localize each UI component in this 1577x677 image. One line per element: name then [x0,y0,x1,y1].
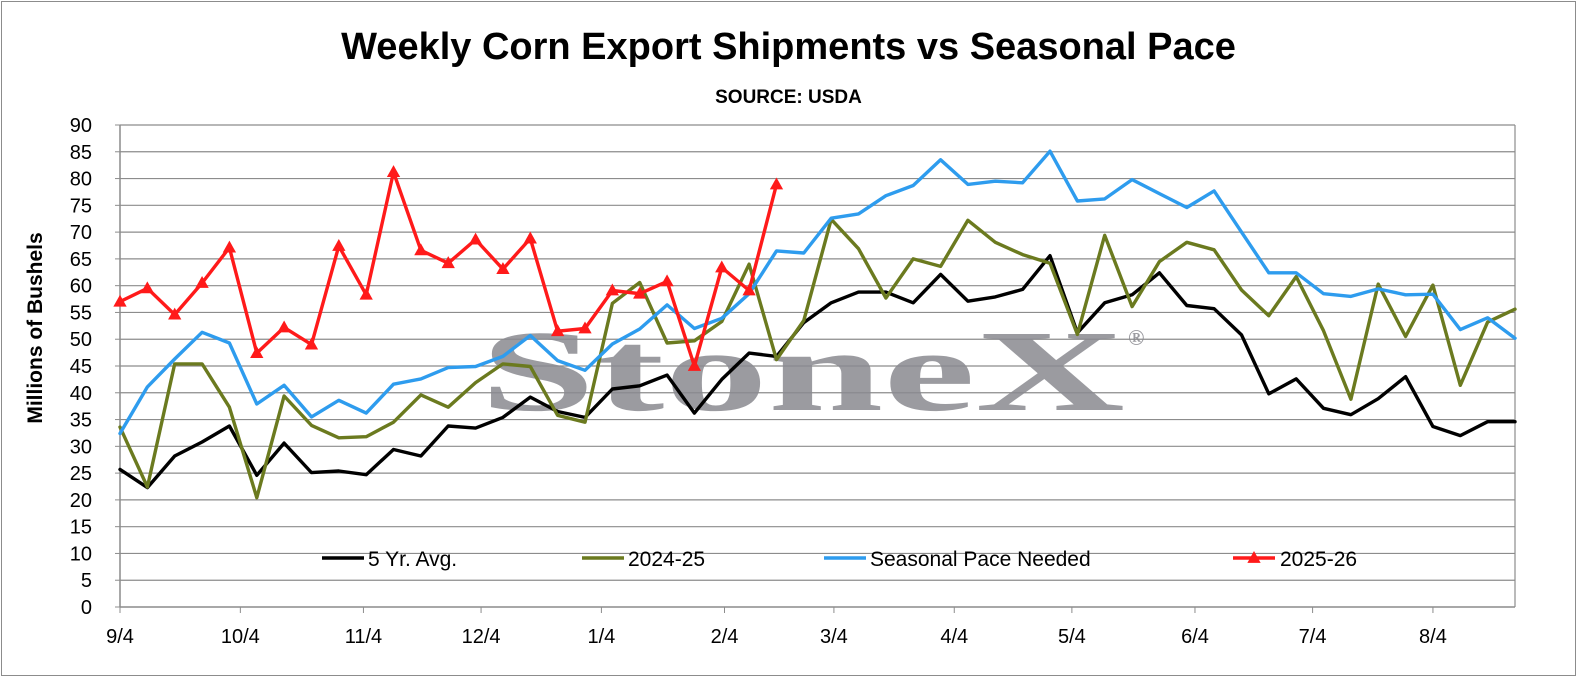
x-tick-label: 11/4 [345,626,382,648]
data-point-marker [523,231,537,244]
data-point-marker [633,286,647,299]
y-tick-label: 70 [70,222,92,244]
y-tick-label: 15 [70,517,92,539]
data-point-marker [660,274,674,287]
series-2025-26 [113,165,784,371]
data-point-marker [359,287,373,300]
data-point-marker [742,283,756,296]
x-tick-label: 3/4 [820,626,848,648]
series-line-2024-25 [118,217,1517,500]
y-tick-label: 75 [70,195,92,217]
series-seasonal-pace-needed [118,149,1517,436]
data-point-marker [550,324,565,337]
legend-label: Seasonal Pace Needed [870,548,1091,571]
y-tick-label: 60 [70,276,92,298]
chart-title: Weekly Corn Export Shipments vs Seasonal… [341,26,1236,68]
y-tick-label: 90 [70,115,92,137]
series-line-5-yr-avg [118,253,1517,490]
data-point-marker [441,256,455,269]
grid-lines [120,124,1516,607]
x-tick-label: 5/4 [1058,626,1086,648]
x-tick-label: 2/4 [711,626,739,648]
data-point-marker [140,281,155,294]
series-lines [113,149,1517,500]
x-tick-label: 12/4 [462,626,501,648]
y-tick-label: 85 [70,142,92,164]
y-tick-label: 65 [70,249,92,271]
y-tick-label: 50 [70,329,92,351]
data-point-marker [769,177,784,190]
data-point-marker [277,320,291,333]
legend-label: 2024-25 [628,548,705,571]
y-tick-label: 30 [70,436,92,458]
data-point-marker [414,243,428,256]
data-point-marker [304,337,319,350]
legend-item: 2024-25 [582,548,705,571]
y-tick-label: 20 [70,490,92,512]
legend-item: 2025-26 [1233,548,1357,571]
y-tick-label: 25 [70,463,92,485]
x-tick-label: 9/4 [106,626,134,648]
data-point-marker [250,346,264,359]
x-tick-label: 10/4 [221,626,260,648]
series-2024-25 [118,217,1517,500]
legend-label: 5 Yr. Avg. [368,548,457,571]
y-tick-label: 80 [70,169,92,191]
axes: 0 5 10 15 20 25 30 35 40 45 50 55 60 65 70 75 80 85 90 9/4 1… [70,115,1515,648]
data-point-marker [578,321,592,334]
x-tick-label: 7/4 [1299,626,1327,648]
y-tick-label: 5 [81,570,92,592]
data-point-marker [168,307,182,320]
series-5-yr-avg [118,253,1517,490]
legend-label: 2025-26 [1280,548,1357,571]
data-point-marker [386,165,401,178]
legend-marker [1247,551,1261,563]
data-point-marker [605,283,620,296]
y-tick-label: 35 [70,410,92,432]
data-point-marker [715,260,729,273]
data-point-marker [332,239,346,251]
data-point-marker [222,240,237,253]
x-tick-label: 6/4 [1181,626,1209,648]
data-point-marker [687,359,702,371]
y-axis-title: Millions of Bushels [24,232,47,423]
y-tick-label: 45 [70,356,92,378]
y-tick-label: 40 [70,383,92,405]
chart-subtitle: SOURCE: USDA [715,87,862,108]
legend: 5 Yr. Avg. 2024-25 Seasonal Pace Needed 202… [322,548,1357,571]
data-point-marker [496,262,510,274]
data-point-marker [195,275,209,288]
y-tick-label: 10 [70,543,92,565]
x-tick-label: 4/4 [940,626,968,648]
series-line-seasonal-pace-needed [118,149,1517,436]
y-tick-label: 55 [70,302,92,324]
y-tick-label: 0 [81,597,92,619]
legend-item: 5 Yr. Avg. [322,548,457,571]
x-tick-label: 1/4 [588,626,616,648]
data-point-marker [113,294,127,307]
x-tick-label: 8/4 [1419,626,1447,648]
data-point-marker [468,232,483,245]
legend-item: Seasonal Pace Needed [824,548,1091,571]
watermark-registered-mark: ® [1128,325,1144,350]
